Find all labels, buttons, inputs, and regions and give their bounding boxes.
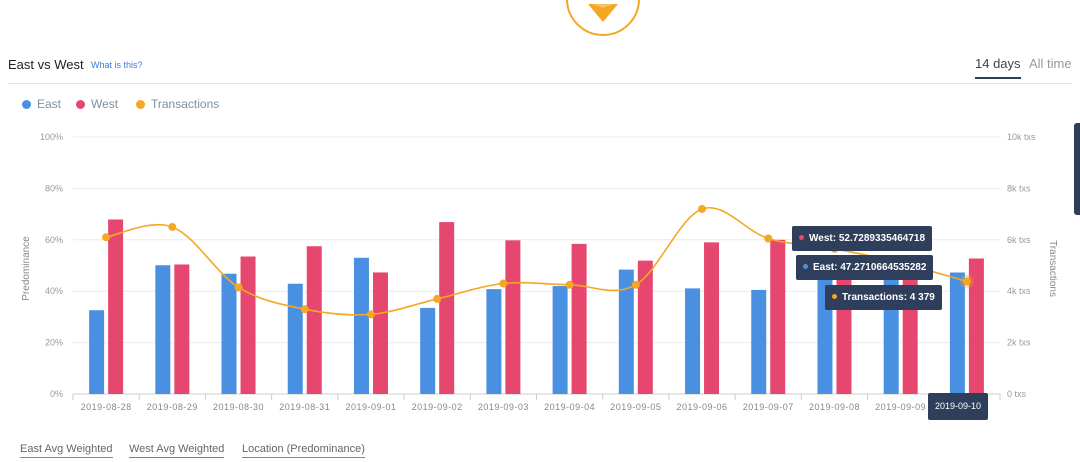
transactions-point	[300, 305, 309, 314]
bar-west	[704, 242, 720, 394]
tab-east-avg-weighted[interactable]: East Avg Weighted	[20, 443, 113, 458]
y-right-tick-label: 8k txs	[1007, 183, 1031, 193]
bar-east	[685, 288, 701, 394]
transactions-point	[433, 294, 442, 303]
tooltip-transactions-marker-icon	[832, 294, 837, 299]
x-tick-label: 2019-09-05	[610, 402, 661, 412]
transactions-point	[698, 204, 707, 213]
x-tick-label: 2019-09-02	[412, 402, 463, 412]
bar-west	[372, 272, 388, 394]
chart-header: East vs West What is this? 14 days All t…	[8, 55, 1072, 84]
y-tick-label: 80%	[45, 183, 63, 193]
x-tick-label: 2019-08-30	[213, 402, 264, 412]
transactions-point	[499, 279, 508, 288]
legend-west-marker-icon	[76, 100, 85, 109]
tab-west-avg-weighted[interactable]: West Avg Weighted	[129, 443, 225, 458]
bar-west	[571, 243, 587, 394]
tooltip-east-text: East: 47.2710664535282	[813, 262, 927, 273]
bar-east	[751, 289, 767, 394]
bar-west	[439, 222, 455, 394]
legend-transactions-marker-icon	[136, 100, 145, 109]
bar-east	[949, 272, 965, 394]
y-tick-label: 0%	[50, 389, 63, 399]
x-tick-label: 2019-09-04	[544, 402, 595, 412]
bar-east	[155, 265, 171, 394]
y-right-tick-label: 2k txs	[1007, 338, 1031, 348]
legend-east-label: East	[37, 97, 62, 111]
y-right-tick-label: 6k txs	[1007, 235, 1031, 245]
x-tick-label: 2019-09-03	[478, 402, 529, 412]
bar-west	[108, 219, 124, 394]
y-axis-title: Predominance	[21, 236, 32, 301]
legend-west-label: West	[91, 97, 119, 111]
transactions-point	[631, 280, 640, 289]
range-all-time-tab[interactable]: All time	[1029, 56, 1072, 71]
tooltip-transactions-text: Transactions: 4 379	[842, 292, 935, 303]
x-tick-label: 2019-08-31	[279, 402, 330, 412]
y-tick-label: 40%	[45, 286, 63, 296]
bar-west	[770, 239, 786, 394]
bar-west	[968, 258, 984, 394]
tooltip-west: West: 52.7289335464718	[792, 226, 933, 251]
bar-east	[353, 257, 369, 394]
diamond-icon	[588, 4, 618, 22]
bar-west	[637, 260, 653, 394]
bar-west	[505, 240, 521, 394]
y-tick-label: 60%	[45, 235, 63, 245]
chart-title: East vs West	[8, 57, 84, 72]
tooltip-date: 2019-09-10	[928, 393, 989, 420]
bar-east	[618, 269, 634, 394]
transactions-point	[234, 283, 243, 292]
bar-east	[221, 273, 237, 394]
tab-location-predominance[interactable]: Location (Predominance)	[242, 443, 365, 458]
range-14-days-tab[interactable]: 14 days	[975, 56, 1021, 79]
x-tick-label: 2019-08-29	[147, 402, 198, 412]
bar-east	[287, 283, 303, 394]
side-scroll-handle[interactable]	[1074, 123, 1080, 215]
y-right-tick-label: 0 txs	[1007, 389, 1027, 399]
brand-logo	[566, 0, 640, 36]
bar-east	[89, 310, 105, 394]
x-tick-label: 2019-09-06	[677, 402, 728, 412]
x-tick-label: 2019-09-07	[743, 402, 794, 412]
x-tick-label: 2019-09-09	[875, 402, 926, 412]
legend-item-east[interactable]: East	[22, 97, 61, 111]
tooltip-west-text: West: 52.7289335464718	[809, 233, 926, 244]
tooltip-transactions: Transactions: 4 379	[825, 285, 942, 310]
transactions-point	[102, 233, 111, 242]
tooltip-east: East: 47.2710664535282	[796, 255, 934, 280]
tooltip-west-marker-icon	[799, 235, 804, 240]
bar-east	[552, 286, 568, 394]
legend-item-west[interactable]: West	[76, 97, 118, 111]
tooltip-east-marker-icon	[803, 264, 808, 269]
transactions-point	[565, 280, 574, 289]
y-tick-label: 100%	[40, 132, 63, 142]
bar-east	[486, 289, 502, 394]
x-tick-label: 2019-09-01	[345, 402, 396, 412]
x-tick-label: 2019-08-28	[81, 402, 132, 412]
bar-west	[306, 246, 322, 394]
bar-west	[240, 256, 256, 394]
legend-east-marker-icon	[22, 100, 31, 109]
bar-east	[420, 307, 436, 394]
y-right-tick-label: 4k txs	[1007, 286, 1031, 296]
y-right-axis-title: Transactions	[1047, 240, 1058, 297]
transactions-point	[168, 222, 177, 231]
what-is-this-link[interactable]: What is this?	[91, 60, 143, 70]
bar-west	[174, 264, 190, 394]
legend-item-transactions[interactable]: Transactions	[136, 97, 219, 111]
legend-transactions-label: Transactions	[151, 97, 220, 111]
y-tick-label: 20%	[45, 338, 63, 348]
y-right-tick-label: 10k txs	[1007, 132, 1036, 142]
x-tick-label: 2019-09-08	[809, 402, 860, 412]
transactions-point	[366, 310, 375, 319]
transactions-point	[764, 234, 773, 243]
transactions-point	[962, 277, 971, 286]
